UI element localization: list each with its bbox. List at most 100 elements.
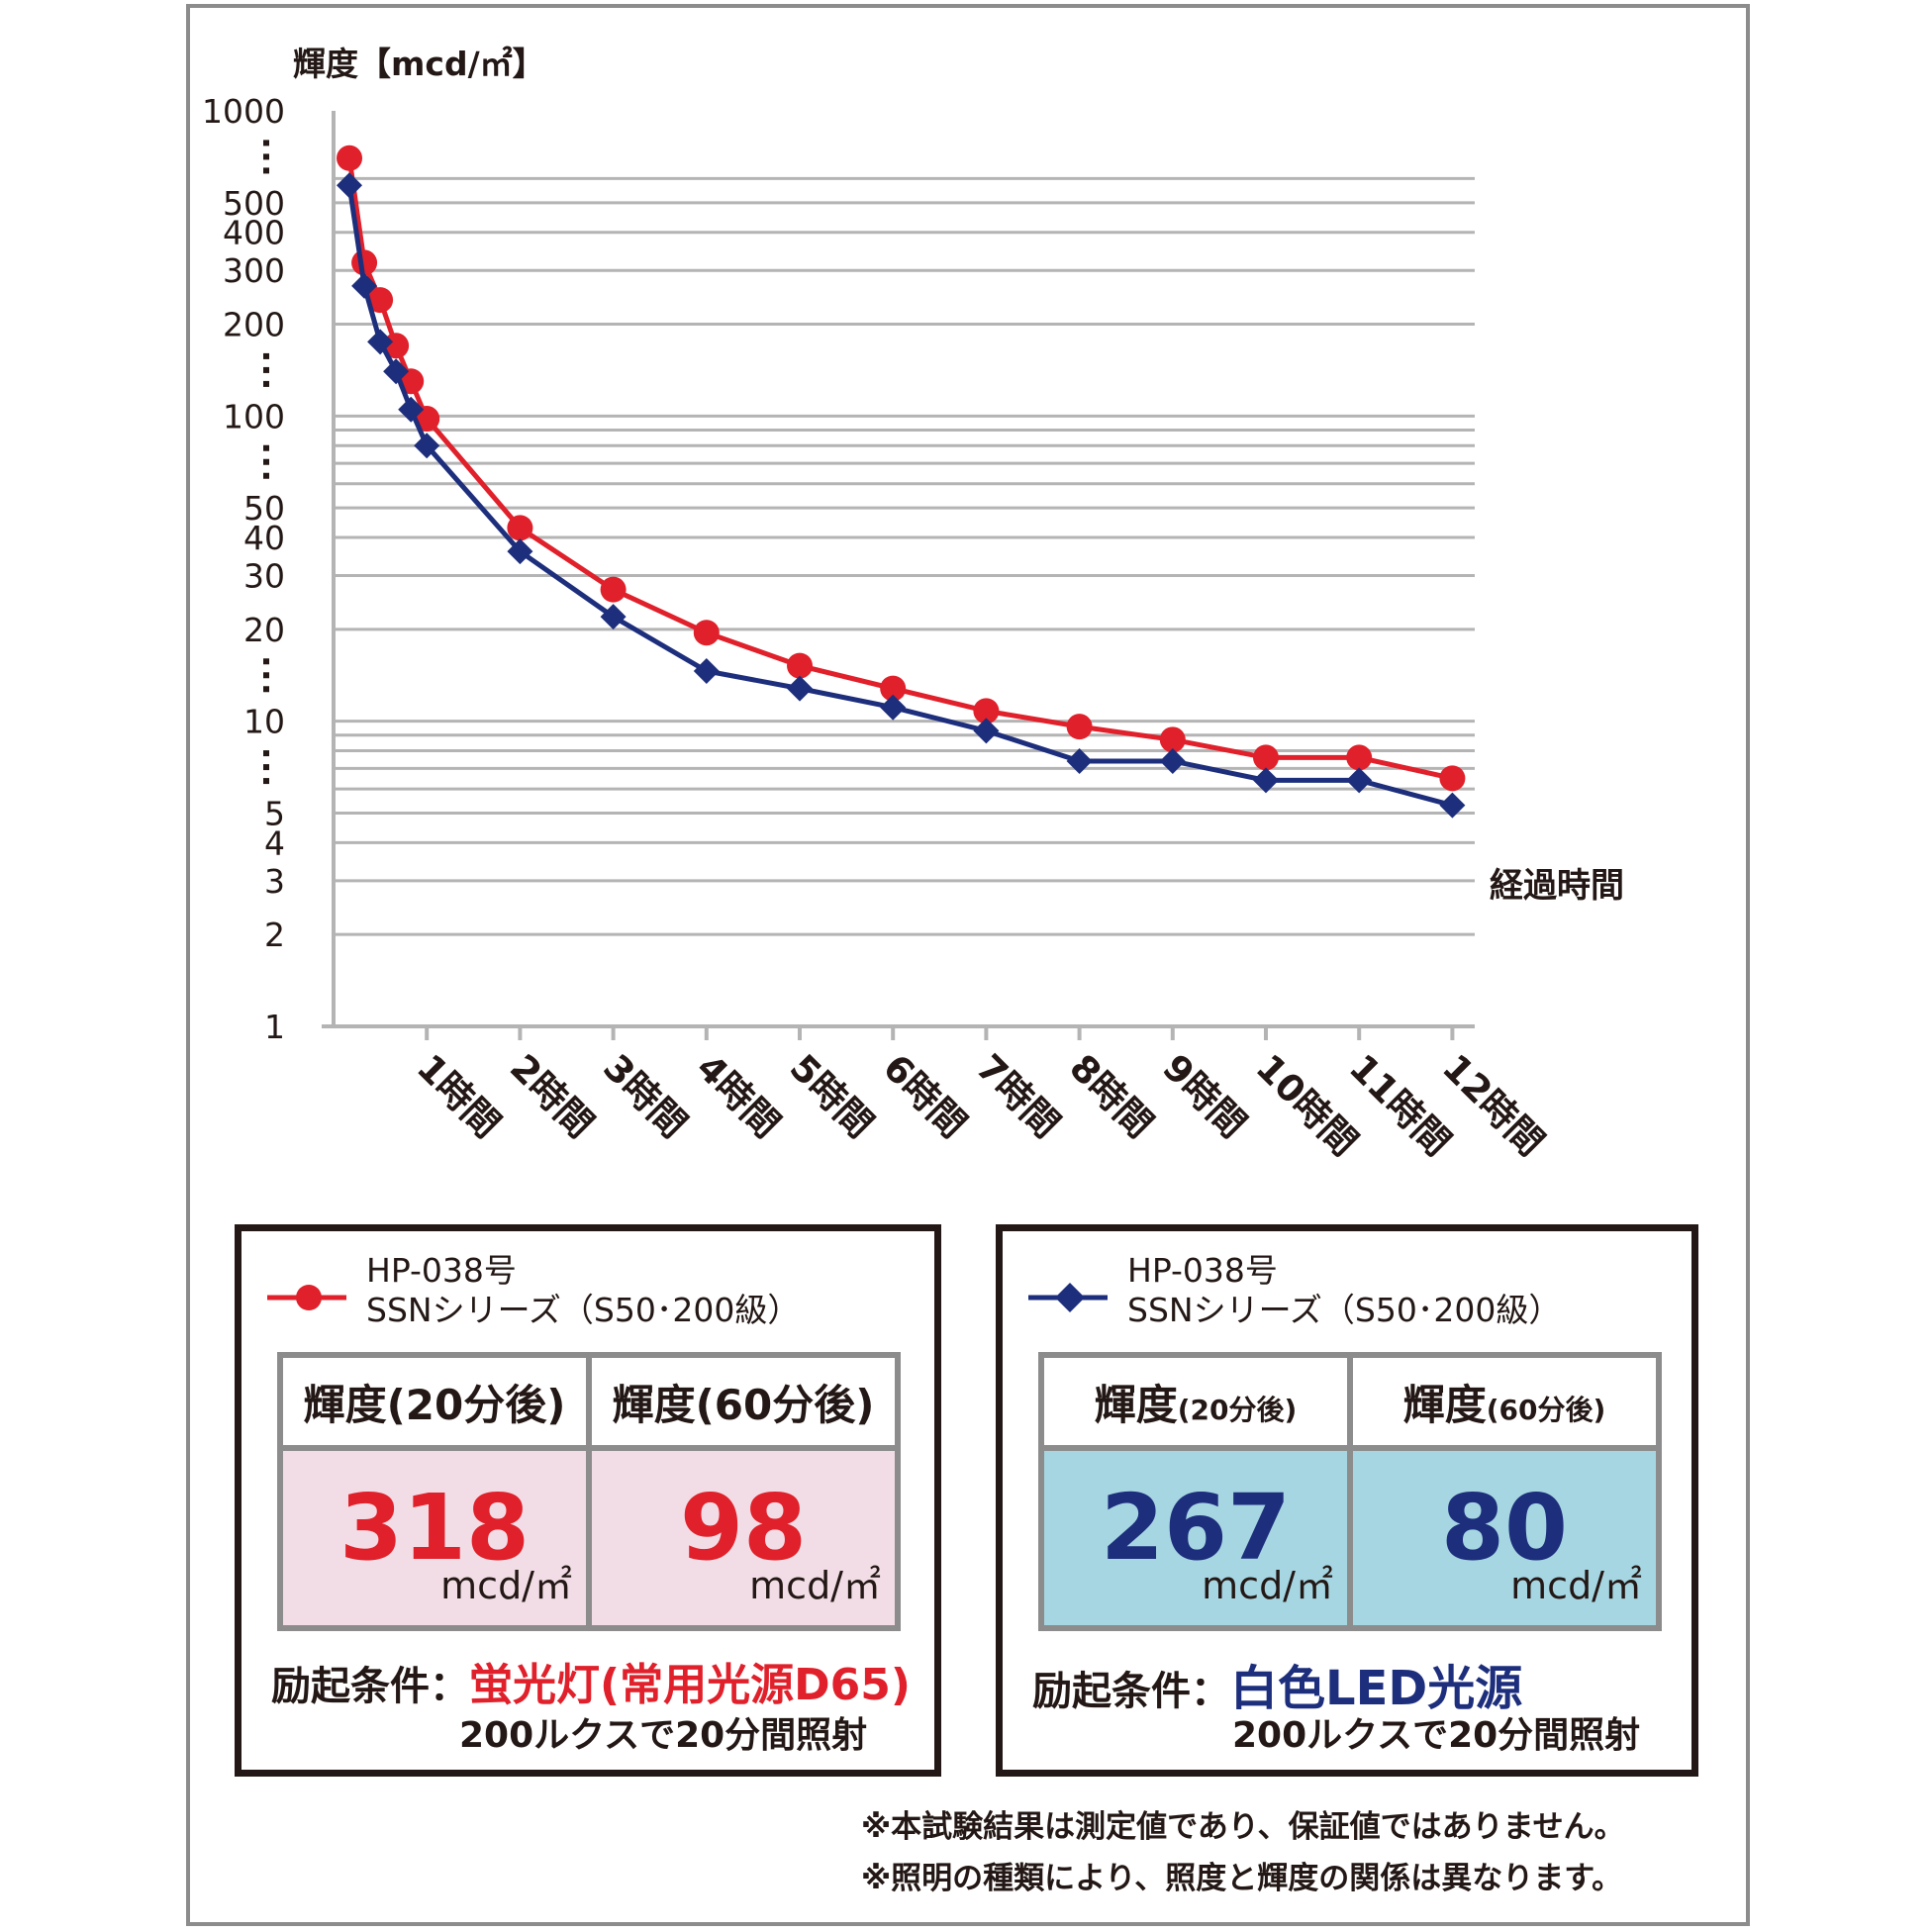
data-point <box>351 272 378 299</box>
unit-label: mcd/㎡ <box>1510 1564 1642 1607</box>
ellipsis-dots <box>263 658 269 693</box>
data-point <box>507 515 533 541</box>
data-point <box>880 694 907 721</box>
data-point <box>1346 767 1373 794</box>
data-point <box>367 329 394 355</box>
data-point <box>1066 747 1093 774</box>
x-tick-label: 9時間 <box>1154 1046 1254 1146</box>
x-tick-label: 8時間 <box>1061 1046 1161 1146</box>
data-point <box>787 652 813 679</box>
x-tick-label: 2時間 <box>502 1046 602 1146</box>
condition-source: 白色LED光源 <box>1230 1661 1523 1716</box>
condition-label: 励起条件： <box>271 1664 469 1709</box>
data-point <box>383 358 410 385</box>
data-point <box>1159 747 1186 774</box>
y-tick-label: 4 <box>264 823 285 862</box>
condition-source: 蛍光灯(常用光源D65) <box>469 1660 911 1710</box>
data-point <box>1159 726 1186 753</box>
x-tick-label: 1時間 <box>409 1046 509 1146</box>
series-led <box>337 172 1466 819</box>
legend-text: HP-038号 SSNシリーズ（S50･200級） <box>1127 1251 1561 1330</box>
chart-grid <box>334 176 1475 936</box>
header-60min: 輝度(60分後) <box>586 1352 901 1451</box>
x-axis-label: 経過時間 <box>1490 866 1624 906</box>
data-point <box>787 675 813 702</box>
series-fluorescent <box>337 145 1466 792</box>
data-point <box>1253 767 1279 794</box>
legend-panel-fluorescent: HP-038号 SSNシリーズ（S50･200級） 輝度(20分後) 輝度(60… <box>235 1224 941 1777</box>
y-tick-label: 3 <box>264 862 285 901</box>
x-tick-label: 10時間 <box>1248 1046 1366 1164</box>
condition-detail: 200ルクスで20分間照射 <box>459 1715 868 1756</box>
value-cell-60min: 80 mcd/㎡ <box>1347 1445 1662 1631</box>
y-tick-label: 1000 <box>202 92 285 131</box>
header-20min: 輝度(20分後) <box>277 1352 592 1451</box>
value-60min: 98 <box>679 1475 808 1581</box>
data-point <box>693 657 720 684</box>
header-60min: 輝度(60分後) <box>1347 1352 1662 1451</box>
luminance-table-led: 輝度(20分後) 輝度(60分後) 267 mcd/㎡ 80 mcd/㎡ <box>1038 1352 1662 1631</box>
data-point <box>1439 765 1466 792</box>
legend-series: SSNシリーズ（S50･200級） <box>366 1291 801 1329</box>
header-main: 輝度 <box>1094 1380 1178 1429</box>
footnote: ※本試験結果は測定値であり、保証値ではありません。 <box>861 1809 1625 1845</box>
series-line <box>346 184 1454 809</box>
legend-marker-circle <box>267 1285 346 1310</box>
data-point <box>507 538 533 565</box>
legend-text: HP-038号 SSNシリーズ（S50･200級） <box>366 1251 800 1330</box>
x-tick-label: 3時間 <box>595 1046 695 1146</box>
legend-product: HP-038号 <box>1127 1251 1278 1290</box>
value-cell-20min: 267 mcd/㎡ <box>1038 1445 1353 1631</box>
outer-frame <box>186 4 1750 1926</box>
legend-panel-led: HP-038号 SSNシリーズ（S50･200級） 輝度(20分後) 輝度(60… <box>996 1224 1698 1777</box>
value-20min: 318 <box>338 1475 531 1581</box>
footnotes: ※本試験結果は測定値であり、保証値ではありません。 ※照明の種類により、照度と輝… <box>861 1801 1625 1904</box>
data-point <box>398 396 425 423</box>
data-point <box>414 433 440 459</box>
legend-marker-diamond <box>1028 1283 1108 1312</box>
value-60min: 80 <box>1440 1475 1569 1581</box>
data-point <box>1439 792 1466 819</box>
y-tick-label: 200 <box>223 306 285 344</box>
y-tick-label: 50 <box>243 489 285 528</box>
ellipsis-dots <box>263 352 269 387</box>
x-tick-label: 6時間 <box>875 1046 975 1146</box>
x-tick-label: 4時間 <box>688 1046 788 1146</box>
y-tick-label: 5 <box>264 794 285 832</box>
data-point <box>337 145 363 171</box>
excitation-condition: 励起条件：蛍光灯(常用光源D65) <box>271 1649 911 1712</box>
data-point <box>1253 744 1279 771</box>
footnote: ※照明の種類により、照度と輝度の関係は異なります。 <box>861 1861 1623 1896</box>
ellipsis-dots <box>263 140 269 174</box>
value-cell-60min: 98 mcd/㎡ <box>586 1445 901 1631</box>
y-tick-label: 400 <box>223 214 285 252</box>
y-tick-label: 500 <box>223 184 285 223</box>
y-tick-label: 30 <box>243 557 285 596</box>
chart-axes <box>322 111 1475 1040</box>
data-point <box>337 172 363 199</box>
data-point <box>600 576 627 603</box>
ellipsis-dots <box>263 750 269 785</box>
excitation-condition: 励起条件：白色LED光源 <box>1032 1649 1522 1718</box>
y-tick-label: 100 <box>223 397 285 435</box>
header-main: 輝度 <box>1402 1380 1487 1429</box>
ellipsis-dots <box>263 444 269 479</box>
condition-label: 励起条件： <box>1032 1669 1230 1714</box>
value-20min: 267 <box>1100 1475 1292 1581</box>
chart-series <box>337 145 1466 819</box>
condition-detail: 200ルクスで20分間照射 <box>1232 1715 1641 1756</box>
header-small: (60分後) <box>1486 1393 1606 1426</box>
data-point <box>693 620 720 646</box>
y-tick-label: 1 <box>264 1008 285 1046</box>
legend-product: HP-038号 <box>366 1251 517 1290</box>
value-cell-20min: 318 mcd/㎡ <box>277 1445 592 1631</box>
data-point <box>1346 744 1373 771</box>
x-tick-label: 11時間 <box>1341 1046 1459 1164</box>
data-point <box>1066 714 1093 740</box>
unit-label: mcd/㎡ <box>749 1564 881 1607</box>
data-point <box>367 287 394 314</box>
x-tick-label: 12時間 <box>1434 1046 1552 1164</box>
x-tick-label: 7時間 <box>968 1046 1068 1146</box>
